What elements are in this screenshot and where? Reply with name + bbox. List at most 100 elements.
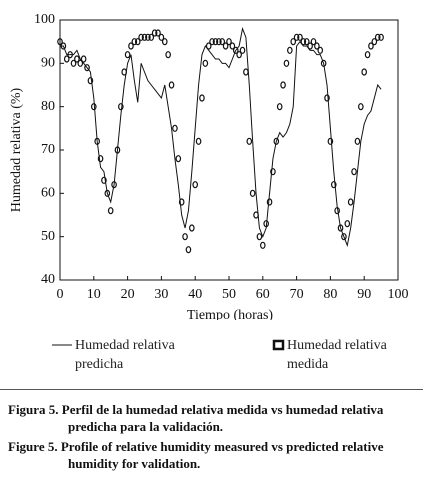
data-point (341, 233, 347, 241)
y-tick-label: 60 (41, 186, 55, 201)
data-point (374, 33, 381, 41)
data-point (216, 38, 222, 46)
data-point (199, 94, 205, 102)
data-point (219, 38, 226, 46)
x-tick-label: 10 (87, 287, 101, 302)
data-point (239, 46, 246, 54)
x-tick-label: 90 (357, 287, 371, 302)
data-point (70, 59, 77, 67)
data-point (297, 33, 303, 41)
data-point (57, 38, 63, 46)
data-point (344, 220, 351, 228)
data-point (290, 38, 297, 46)
data-point (259, 241, 266, 249)
data-point (63, 55, 70, 63)
data-point (300, 38, 307, 46)
data-point (347, 198, 354, 206)
data-point (74, 55, 80, 63)
data-point (293, 33, 300, 41)
data-point (236, 51, 242, 59)
data-point (314, 42, 320, 50)
y-axis-title: Humedad relativa (%) (9, 87, 24, 212)
y-tick-label: 90 (41, 56, 55, 71)
data-point (172, 124, 178, 132)
data-point (67, 51, 73, 59)
data-point (178, 198, 185, 206)
data-point (337, 224, 344, 232)
data-point (364, 51, 371, 59)
x-tick-label: 30 (154, 287, 168, 302)
data-point (104, 189, 111, 197)
data-point (202, 59, 209, 67)
legend-marker (272, 339, 285, 351)
data-point (138, 33, 144, 41)
data-point (134, 38, 141, 46)
data-point (182, 233, 188, 241)
x-tick-label: 0 (57, 287, 64, 302)
x-tick-label: 60 (256, 287, 270, 302)
data-point (77, 59, 84, 67)
data-point (168, 81, 175, 89)
data-point (60, 42, 67, 50)
data-point (232, 46, 239, 54)
x-tick-label: 50 (222, 287, 236, 302)
data-point (111, 181, 117, 189)
data-point (229, 42, 236, 50)
data-point (358, 103, 364, 111)
x-tick-label: 70 (290, 287, 304, 302)
data-point (273, 137, 280, 145)
data-point (94, 137, 100, 145)
data-point (270, 168, 276, 176)
x-tick-label: 20 (121, 287, 135, 302)
data-point (141, 33, 148, 41)
y-tick-label: 40 (41, 272, 55, 287)
data-point (84, 64, 90, 72)
y-tick-label: 80 (41, 99, 55, 114)
data-point (118, 103, 124, 111)
data-point (121, 68, 128, 76)
data-point (124, 51, 131, 59)
data-point (114, 146, 121, 154)
data-point (128, 42, 134, 50)
data-point (212, 38, 219, 46)
data-point (195, 137, 202, 145)
data-point (287, 46, 293, 54)
data-point (185, 246, 192, 254)
data-point (209, 38, 215, 46)
y-tick-label: 70 (41, 142, 55, 157)
y-tick-label: 50 (41, 229, 55, 244)
data-point (97, 155, 104, 163)
data-point (158, 33, 165, 41)
x-axis-title: Tiempo (horas) (187, 308, 274, 320)
data-point (378, 33, 384, 41)
data-point (303, 38, 310, 46)
data-point (330, 181, 337, 189)
data-point (145, 33, 151, 41)
legend-label: Humedad relativa predicha (75, 338, 175, 372)
data-point (324, 94, 330, 102)
data-point (222, 42, 229, 50)
data-point (91, 103, 97, 111)
x-tick-label: 80 (323, 287, 337, 302)
data-point (354, 137, 361, 145)
data-point (151, 29, 158, 37)
data-point (101, 176, 107, 184)
legend-label: Humedad relativa medida (287, 338, 387, 372)
data-point (371, 38, 378, 46)
data-point (276, 103, 283, 111)
data-point (246, 137, 253, 145)
caption-es: Figura 5. Perfil de la humedad relativa … (8, 402, 384, 434)
x-tick-label: 40 (188, 287, 202, 302)
data-point (189, 224, 195, 232)
data-point (351, 168, 357, 176)
data-point (334, 207, 340, 215)
legend-icons (52, 339, 285, 351)
rule (0, 389, 423, 390)
data-point (307, 42, 313, 50)
data-point (165, 51, 171, 59)
x-tick-label: 100 (388, 287, 409, 302)
data-point (107, 207, 114, 215)
data-point (80, 55, 87, 63)
data-point (192, 181, 199, 189)
